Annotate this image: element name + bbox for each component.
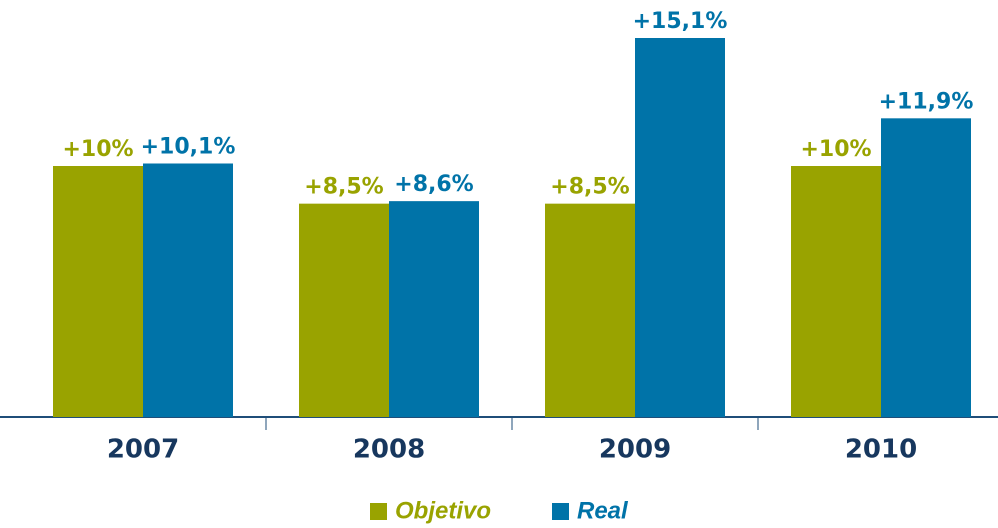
legend-label: Objetivo <box>395 497 491 524</box>
legend-label: Real <box>577 497 629 524</box>
x-tick-label: 2010 <box>845 435 917 465</box>
bar <box>53 166 143 417</box>
x-tick-label: 2008 <box>353 435 425 465</box>
value-label: +10% <box>800 137 871 162</box>
value-label: +10% <box>62 137 133 162</box>
bar <box>143 163 233 417</box>
bar <box>545 203 635 417</box>
value-label: +8,5% <box>550 175 629 200</box>
x-tick-label: 2007 <box>107 435 179 465</box>
x-tick-label: 2009 <box>599 435 671 465</box>
bar <box>635 38 725 417</box>
legend-swatch <box>370 503 387 520</box>
bar <box>791 166 881 417</box>
value-label: +15,1% <box>633 9 728 34</box>
value-label: +10,1% <box>141 134 236 159</box>
bar <box>299 203 389 417</box>
legend-swatch <box>552 503 569 520</box>
value-label: +11,9% <box>879 89 974 114</box>
value-label: +8,6% <box>394 172 473 197</box>
bar <box>881 118 971 418</box>
value-label: +8,5% <box>304 175 383 200</box>
bar <box>389 201 479 417</box>
